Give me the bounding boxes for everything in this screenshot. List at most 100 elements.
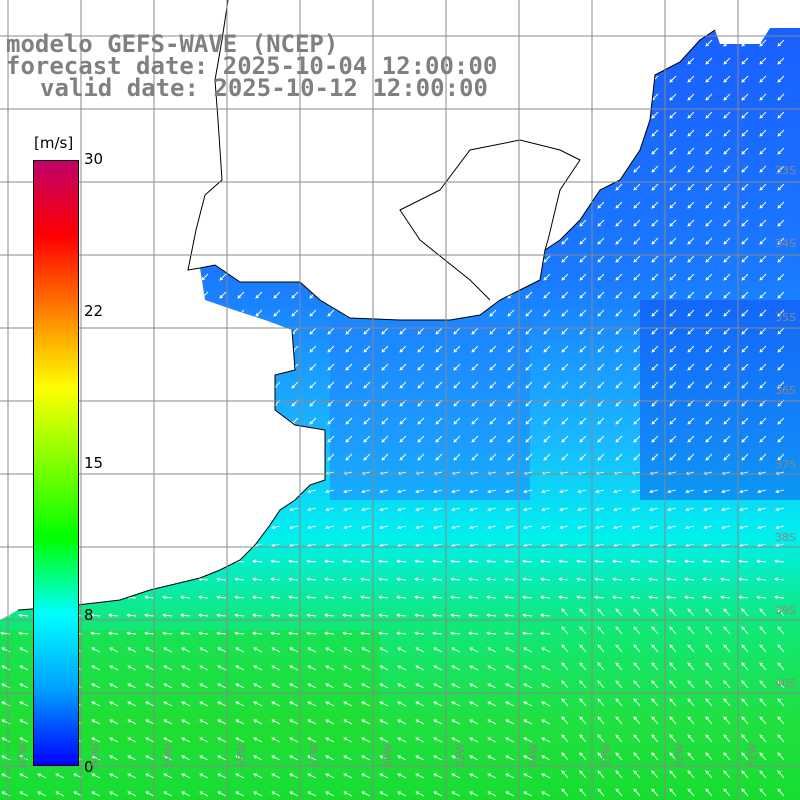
wind-arrow-icon — [507, 165, 515, 173]
wind-arrow-icon — [165, 363, 173, 371]
wind-arrow-icon — [489, 309, 497, 317]
wind-arrow-icon — [651, 255, 659, 263]
wind-arrow-icon — [558, 595, 569, 600]
wind-arrow-icon — [253, 489, 263, 494]
wind-arrow-icon — [561, 734, 569, 743]
wind-arrow-icon — [21, 183, 29, 191]
wind-arrow-icon — [721, 507, 731, 512]
wind-arrow-icon — [597, 644, 605, 653]
wind-arrow-icon — [522, 613, 533, 618]
wind-arrow-icon — [163, 701, 173, 707]
wind-arrow-icon — [345, 129, 353, 137]
wind-arrow-icon — [705, 770, 713, 779]
wind-arrow-icon — [738, 577, 749, 582]
wind-arrow-icon — [237, 435, 245, 443]
wind-arrow-icon — [561, 291, 569, 299]
wind-arrow-icon — [289, 701, 299, 707]
wind-arrow-icon — [741, 291, 749, 299]
forecast-date: forecast date: 2025-10-04 12:00:00 — [6, 52, 498, 80]
wind-arrow-icon — [3, 327, 11, 335]
wind-arrow-icon — [145, 719, 155, 725]
wind-arrow-icon — [615, 363, 623, 371]
wind-arrow-icon — [759, 201, 767, 209]
wind-arrow-icon — [289, 665, 299, 671]
wind-arrow-icon — [145, 489, 155, 494]
wind-arrow-icon — [705, 680, 713, 689]
wind-arrow-icon — [253, 665, 263, 671]
wind-arrow-icon — [273, 255, 281, 263]
wind-arrow-icon — [453, 183, 461, 191]
wind-arrow-icon — [90, 559, 101, 564]
wind-arrow-icon — [777, 716, 785, 725]
wind-arrow-icon — [705, 57, 713, 65]
wind-arrow-icon — [669, 111, 677, 119]
wind-arrow-icon — [561, 662, 569, 671]
wind-arrow-icon — [561, 435, 569, 443]
wind-arrow-icon — [381, 309, 389, 317]
wind-arrow-icon — [235, 665, 245, 671]
wind-arrow-icon — [163, 665, 173, 671]
wind-arrow-icon — [723, 129, 731, 137]
wind-arrow-icon — [741, 201, 749, 209]
wind-arrow-icon — [162, 559, 173, 564]
wind-arrow-icon — [561, 770, 569, 779]
wind-arrow-icon — [235, 683, 245, 689]
wind-arrow-icon — [342, 559, 353, 564]
wind-arrow-icon — [363, 147, 371, 155]
wind-arrow-icon — [3, 381, 11, 389]
wind-arrow-icon — [471, 183, 479, 191]
wind-arrow-icon — [108, 631, 119, 636]
wind-arrow-icon — [649, 489, 659, 494]
wind-arrow-icon — [147, 435, 155, 443]
wind-arrow-icon — [649, 525, 659, 530]
wind-arrow-icon — [561, 381, 569, 389]
wind-arrow-icon — [1, 719, 11, 725]
wind-arrow-icon — [777, 680, 785, 689]
lon-label: 58W — [235, 743, 248, 768]
wind-arrow-icon — [363, 129, 371, 137]
wind-arrow-icon — [633, 716, 641, 725]
wind-arrow-icon — [432, 631, 443, 636]
wind-arrow-icon — [147, 237, 155, 245]
wind-arrow-icon — [777, 327, 785, 335]
lon-label: 56W — [381, 743, 394, 768]
wind-arrow-icon — [129, 327, 137, 335]
wind-arrow-icon — [381, 255, 389, 263]
wind-arrow-icon — [579, 608, 587, 617]
wind-arrow-icon — [399, 39, 407, 47]
wind-arrow-icon — [126, 631, 137, 636]
wind-arrow-icon — [468, 559, 479, 564]
wind-arrow-icon — [633, 165, 641, 173]
wind-arrow-icon — [181, 773, 191, 779]
wind-arrow-icon — [633, 183, 641, 191]
wind-arrow-icon — [579, 381, 587, 389]
wind-arrow-icon — [415, 755, 425, 761]
wind-arrow-icon — [451, 755, 461, 761]
wind-arrow-icon — [396, 613, 407, 618]
wind-arrow-icon — [37, 773, 47, 779]
wind-arrow-icon — [507, 219, 515, 227]
wind-arrow-icon — [630, 559, 641, 564]
wind-arrow-icon — [705, 219, 713, 227]
wind-arrow-icon — [669, 644, 677, 653]
wind-arrow-icon — [343, 489, 353, 494]
wind-arrow-icon — [201, 129, 209, 137]
wind-arrow-icon — [183, 327, 191, 335]
wind-arrow-icon — [705, 716, 713, 725]
wind-arrow-icon — [309, 363, 317, 371]
wind-arrow-icon — [687, 327, 695, 335]
wind-arrow-icon — [489, 183, 497, 191]
wind-arrow-icon — [453, 255, 461, 263]
wind-arrow-icon — [417, 327, 425, 335]
wind-arrow-icon — [777, 788, 785, 797]
wind-arrow-icon — [253, 719, 263, 725]
wind-arrow-icon — [525, 183, 533, 191]
wind-arrow-icon — [270, 613, 281, 618]
wind-arrow-icon — [651, 183, 659, 191]
wind-arrow-icon — [235, 647, 245, 653]
wind-arrow-icon — [183, 219, 191, 227]
wind-arrow-icon — [741, 309, 749, 317]
wind-arrow-icon — [343, 665, 353, 671]
wind-arrow-icon — [237, 183, 245, 191]
wind-arrow-icon — [543, 327, 551, 335]
